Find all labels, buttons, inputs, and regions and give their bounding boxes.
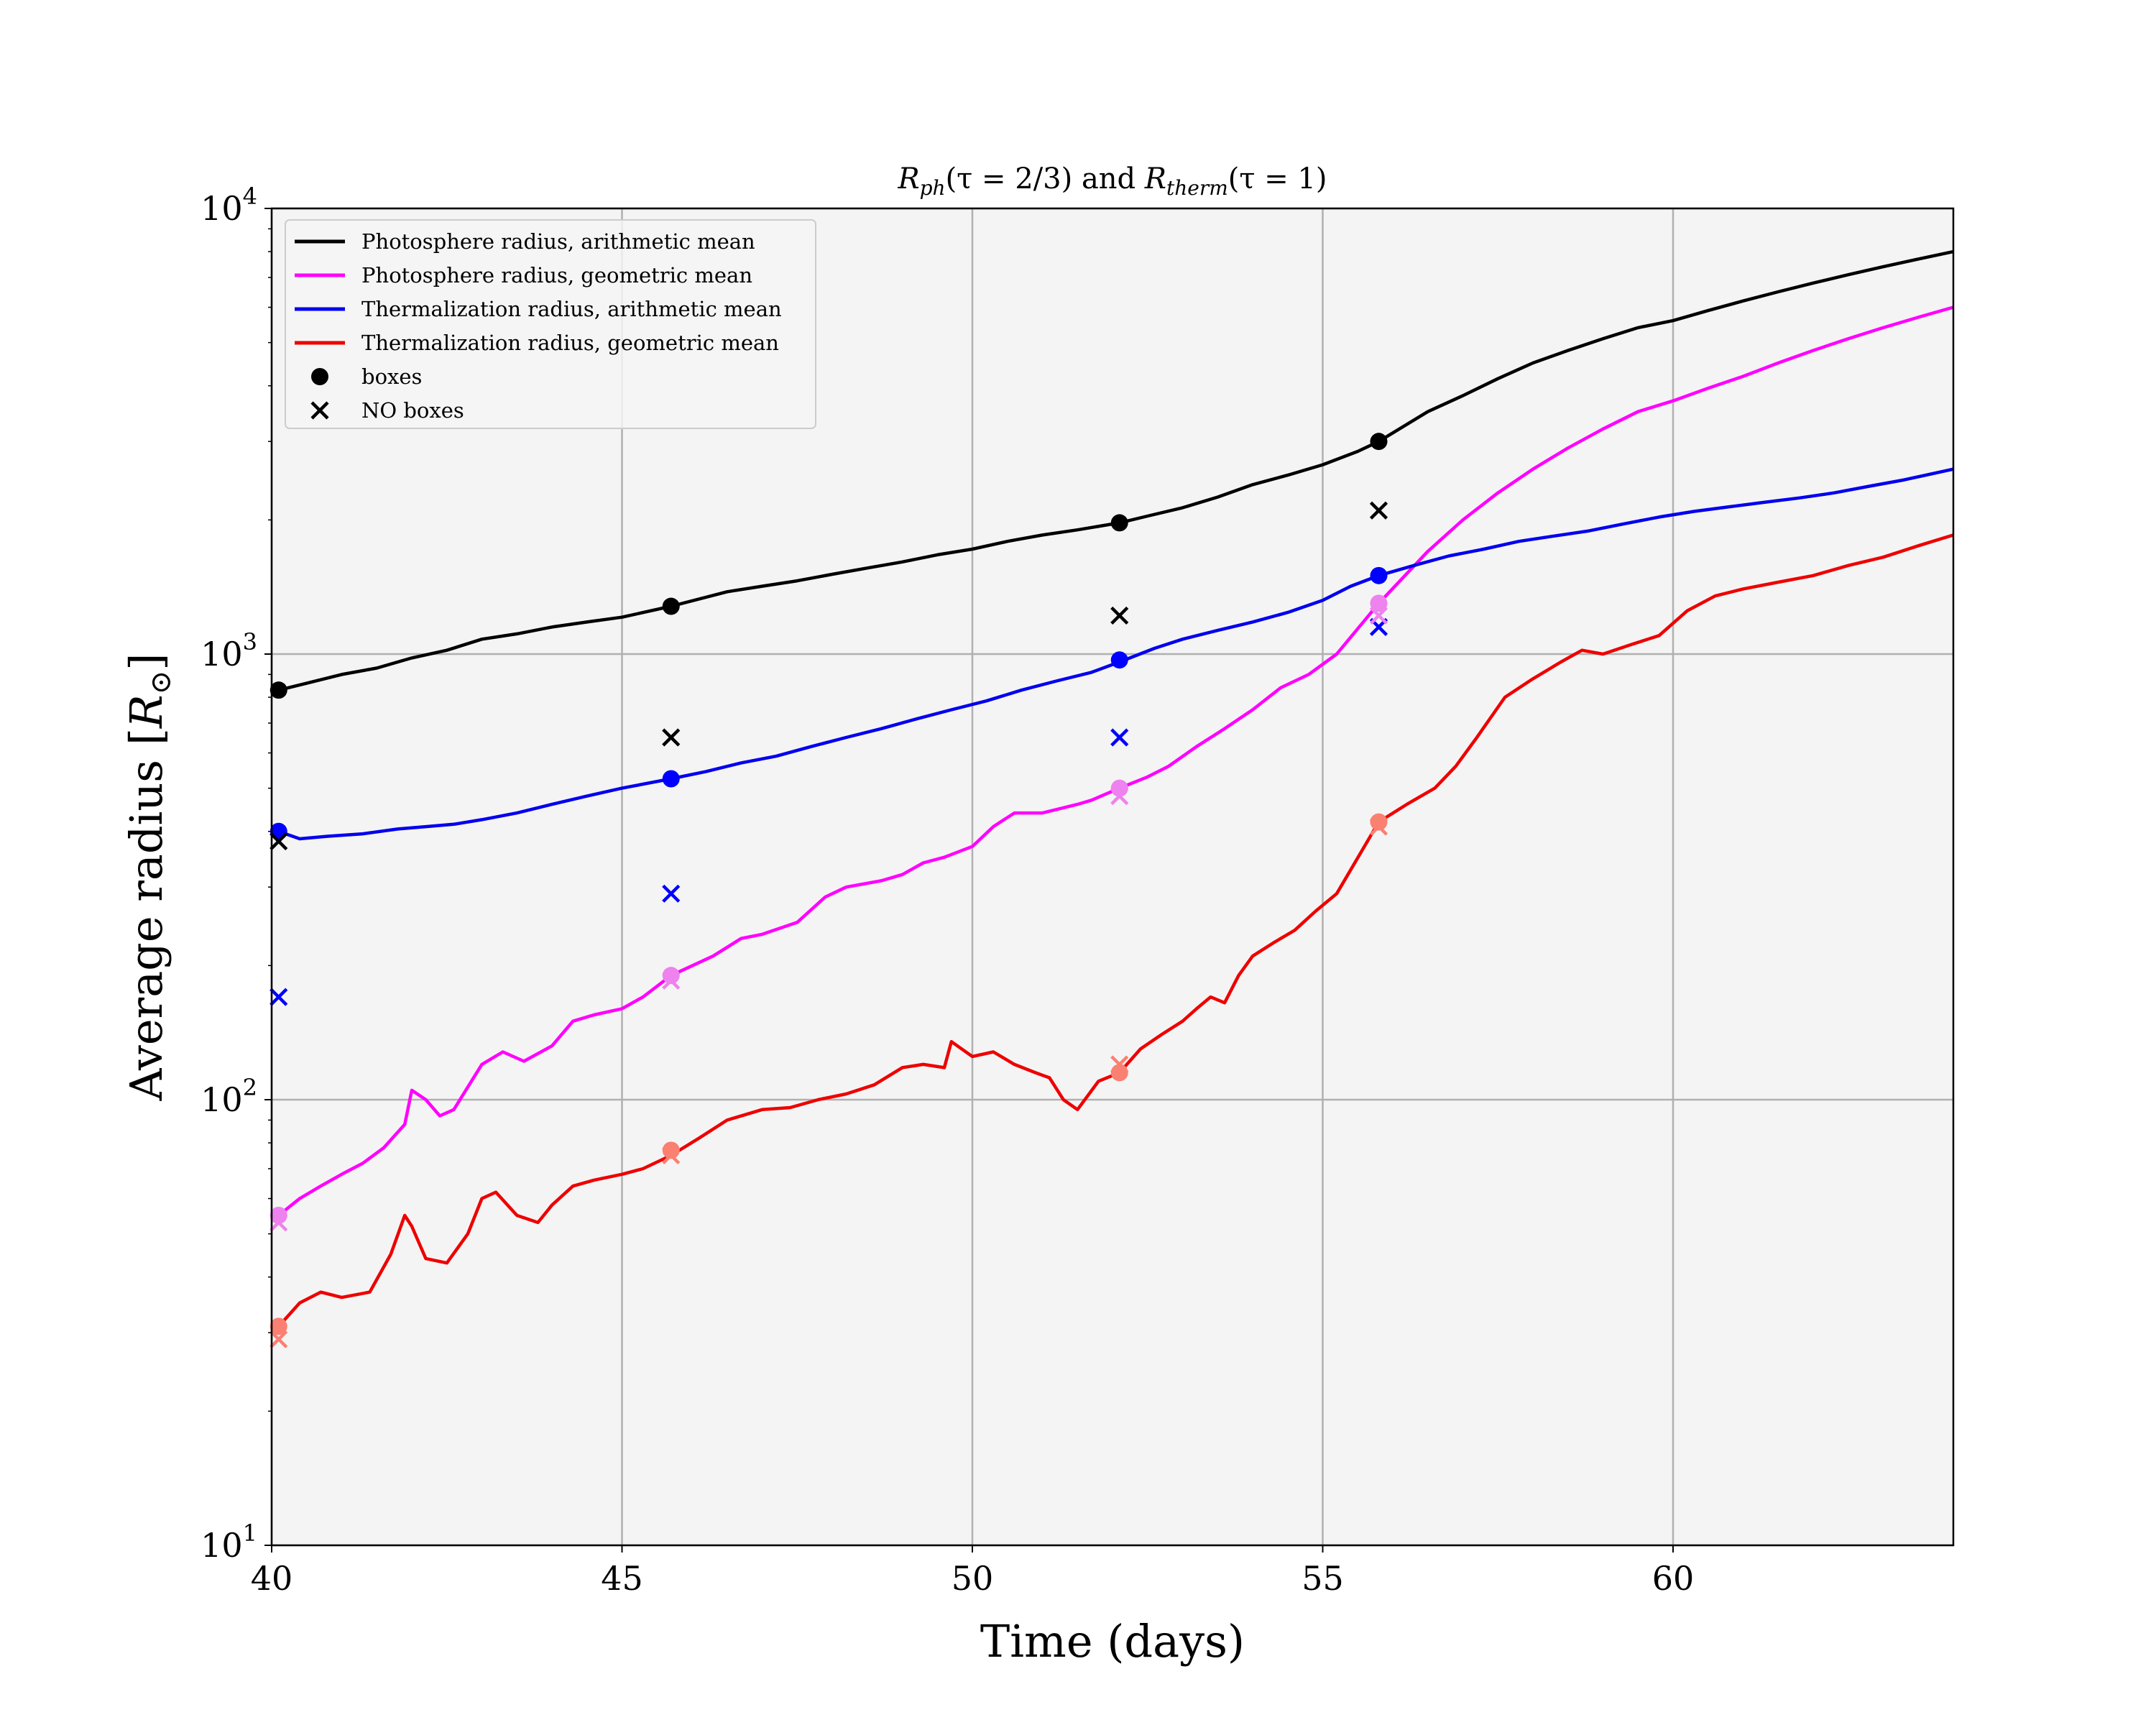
no-boxes-point <box>1110 606 1129 625</box>
chart-title: Rph(τ = 2/3) and Rtherm(τ = 1) <box>897 162 1327 200</box>
no-boxes-point <box>270 1213 288 1232</box>
legend-entries: Photosphere radius, arithmetic mean Photo… <box>295 229 782 423</box>
no-boxes-point <box>662 971 681 990</box>
boxes-point <box>1370 433 1388 451</box>
legend-label: Thermalization radius, arithmetic mean <box>361 297 782 321</box>
legend: Photosphere radius, arithmetic mean Photo… <box>285 219 816 429</box>
series-line <box>278 249 1954 692</box>
y-tick-label: 101 <box>201 1519 257 1565</box>
boxes-point <box>1370 594 1388 612</box>
series-line <box>277 533 1954 1328</box>
y-axis-label: Average radius [R⊙] <box>120 653 178 1102</box>
no-boxes-point <box>270 832 288 851</box>
series-line <box>278 467 1954 841</box>
no-boxes-point <box>1110 728 1129 747</box>
no-boxes-point <box>1369 501 1388 520</box>
no-boxes-point <box>270 1330 288 1348</box>
boxes-point <box>662 770 680 788</box>
boxes-point <box>662 597 680 615</box>
no-boxes-point <box>1369 606 1388 625</box>
series-lines <box>277 249 1954 1328</box>
legend-label: Thermalization radius, geometric mean <box>361 331 779 355</box>
x-tick-label: 60 <box>1652 1559 1695 1598</box>
legend-circle-swatch <box>311 368 328 385</box>
no-boxes-point <box>270 988 288 1006</box>
no-boxes-point <box>1110 787 1129 806</box>
boxes-point <box>662 967 680 985</box>
y-tick-label: 103 <box>201 628 257 673</box>
no-boxes-point <box>662 728 681 747</box>
no-boxes-point <box>1369 817 1388 836</box>
plot-frame <box>270 207 1955 1547</box>
x-tick-label: 45 <box>601 1559 643 1598</box>
boxes-point <box>1110 651 1128 669</box>
y-tick-label: 102 <box>201 1074 257 1119</box>
no-boxes-point <box>662 1146 681 1165</box>
boxes-point <box>662 1141 680 1159</box>
boxes-point <box>270 1317 287 1335</box>
x-tick-label: 55 <box>1302 1559 1344 1598</box>
x-axis-label: Time (days) <box>980 1615 1245 1668</box>
legend-label: Photosphere radius, arithmetic mean <box>361 229 755 254</box>
x-tick-label: 40 <box>251 1559 293 1598</box>
legend-x-swatch <box>310 401 329 420</box>
boxes-point <box>1110 514 1128 532</box>
no-boxes-point <box>662 884 681 903</box>
legend-label: Photosphere radius, geometric mean <box>361 263 752 288</box>
markers <box>270 433 1388 1348</box>
legend-label: boxes <box>361 364 422 389</box>
legend-box <box>285 219 816 429</box>
ticks: 40 45 50 55 60 101 102 103 104 <box>201 183 1694 1598</box>
boxes-point <box>1370 813 1388 831</box>
no-boxes-point <box>1110 1055 1129 1074</box>
boxes-point <box>270 681 287 699</box>
x-tick-label: 50 <box>952 1559 994 1598</box>
boxes-point <box>1370 566 1388 584</box>
legend-label: NO boxes <box>361 398 464 423</box>
y-tick-label: 104 <box>201 183 257 228</box>
series-line <box>277 305 1954 1217</box>
